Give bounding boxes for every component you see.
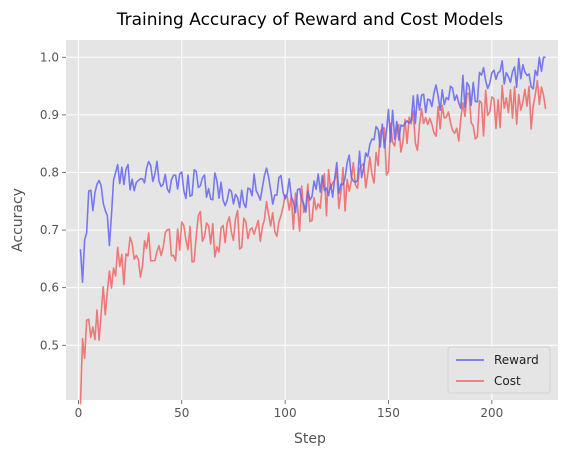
series-layer [79,56,547,405]
y-tick-label: 1.0 [40,50,59,64]
y-tick-label: 0.8 [40,165,59,179]
legend-label-reward: Reward [494,353,539,367]
x-axis-ticks: 0 50 100 150 200 [75,400,503,420]
x-tick-label: 0 [75,406,83,420]
chart-title: Training Accuracy of Reward and Cost Mod… [116,10,504,30]
y-axis-ticks: 0.5 0.6 0.7 0.8 0.9 1.0 [40,50,66,352]
y-tick-label: 0.7 [40,223,59,237]
series-line-cost [79,79,547,405]
x-tick-label: 50 [174,406,189,420]
legend-label-cost: Cost [494,374,521,388]
y-axis-label: Accuracy [10,188,26,252]
x-tick-label: 200 [480,406,503,420]
legend: Reward Cost [447,346,551,394]
x-tick-label: 100 [274,406,297,420]
y-tick-label: 0.9 [40,108,59,122]
y-tick-label: 0.6 [40,281,59,295]
y-tick-label: 0.5 [40,338,59,352]
grid-lines [66,40,558,400]
series-line-reward [79,56,546,283]
x-tick-label: 150 [377,406,400,420]
x-axis-label: Step [294,431,326,447]
